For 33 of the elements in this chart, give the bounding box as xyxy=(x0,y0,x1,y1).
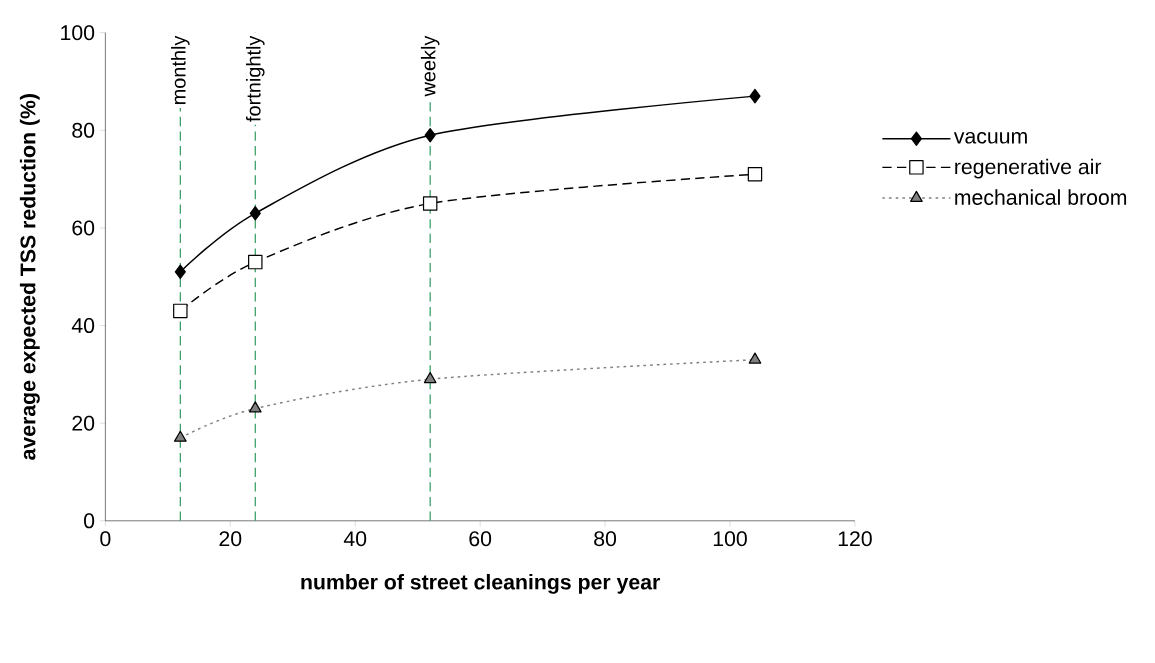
ref-line-label: fortnightly xyxy=(246,35,265,122)
x-tick-label: 100 xyxy=(713,531,747,547)
point xyxy=(174,264,186,280)
legend-label: regenerative air xyxy=(955,158,1102,179)
point xyxy=(248,254,263,270)
y-tick-label: 40 xyxy=(71,318,95,334)
legend-label: mechanical broom xyxy=(955,189,1127,206)
x-tick-label: 60 xyxy=(469,531,492,547)
point xyxy=(424,128,436,143)
point xyxy=(749,88,761,104)
point xyxy=(248,401,262,413)
point xyxy=(249,206,261,221)
y-tick-label: 60 xyxy=(72,220,95,236)
y-axis-title: average expected TSS reduction (%) xyxy=(19,94,40,460)
x-tick-label: 40 xyxy=(343,531,367,547)
legend-label: vacuum xyxy=(953,132,1027,144)
ref-line-label: weekly xyxy=(420,35,440,97)
x-tick-label: 120 xyxy=(838,531,872,547)
x-tick-label: 20 xyxy=(219,531,242,547)
point xyxy=(423,372,437,384)
x-tick-label: 80 xyxy=(594,531,617,547)
x-tick-label: 0 xyxy=(100,531,111,547)
point xyxy=(747,167,763,182)
point xyxy=(173,303,188,319)
x-axis-title: number of street cleanings per year xyxy=(301,574,660,594)
y-tick-label: 0 xyxy=(84,513,95,529)
y-tick-label: 100 xyxy=(61,25,95,41)
y-tick-label: 20 xyxy=(72,415,95,431)
ref-line-label: monthly xyxy=(171,35,190,105)
y-tick-label: 80 xyxy=(72,122,95,138)
point xyxy=(748,352,762,364)
point xyxy=(422,196,438,211)
point xyxy=(173,430,187,442)
